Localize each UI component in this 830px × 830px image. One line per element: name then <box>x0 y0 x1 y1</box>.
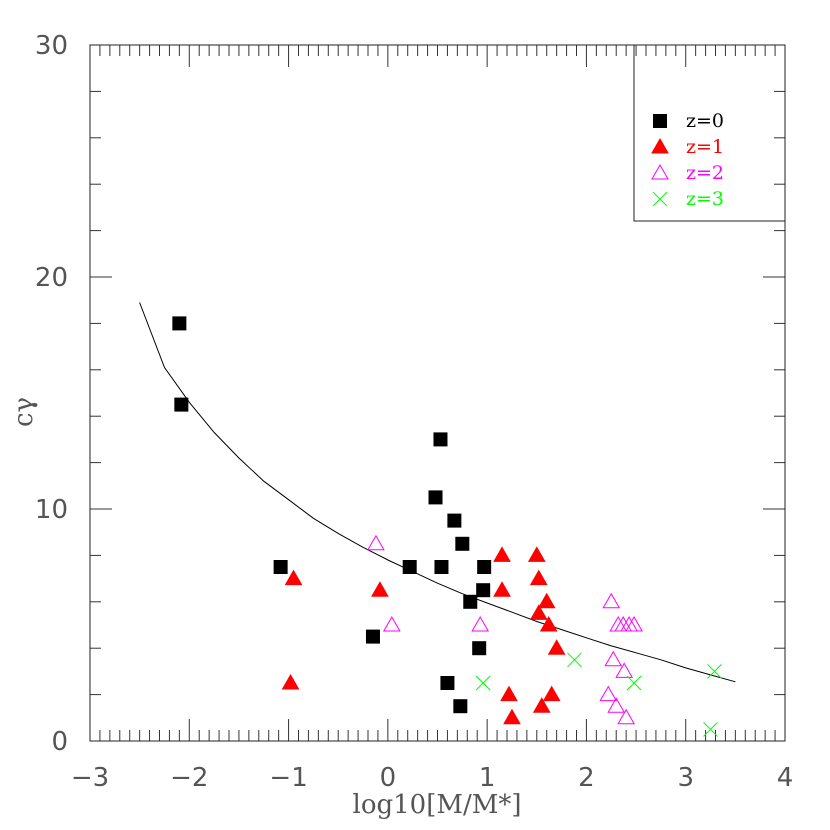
data-point-z0 <box>455 536 470 551</box>
data-point-z2 <box>599 685 618 702</box>
data-point-z1 <box>529 569 548 586</box>
data-point-z3 <box>707 664 722 679</box>
y-tick-label: 0 <box>51 727 68 757</box>
data-point-z2 <box>367 534 385 551</box>
fit-curve <box>139 302 736 683</box>
legend-label: z=0 <box>686 110 724 132</box>
data-point-z1 <box>284 569 303 586</box>
data-point-z3 <box>567 652 582 668</box>
data-point-z3 <box>475 675 491 691</box>
data-point-z2 <box>382 615 401 632</box>
data-point-z2 <box>607 697 626 713</box>
data-point-z0 <box>434 560 449 574</box>
legend-box <box>633 44 786 222</box>
data-point-z3 <box>703 722 718 737</box>
legend-label: z=1 <box>686 136 724 158</box>
data-point-z1 <box>529 604 548 620</box>
legend-marker-z2 <box>651 163 669 180</box>
legend-label: z=2 <box>686 162 724 184</box>
data-point-z0 <box>477 560 492 574</box>
data-point-z2 <box>617 708 636 725</box>
data-point-z1 <box>527 546 546 562</box>
data-point-z1 <box>371 581 389 597</box>
data-point-z0 <box>472 641 487 656</box>
x-tick-label: 4 <box>777 763 794 793</box>
legend: z=0 z=1 z=2 z=3 <box>633 44 786 222</box>
y-tick-label: 10 <box>35 495 68 525</box>
y-axis-label: cγ <box>9 397 39 427</box>
x-tick-label: −3 <box>71 763 109 793</box>
data-point-z1 <box>537 592 556 609</box>
data-point-z2 <box>602 592 621 609</box>
x-tick-label: −2 <box>170 763 208 793</box>
data-point-z3 <box>626 675 642 691</box>
legend-label: z=3 <box>686 188 724 210</box>
data-points <box>172 316 722 737</box>
plot-frame <box>89 44 786 742</box>
data-point-z0 <box>428 490 443 505</box>
data-point-z0 <box>463 594 478 609</box>
x-tick-label: 1 <box>479 763 496 793</box>
legend-marker-z3 <box>652 191 668 207</box>
data-point-z0 <box>174 397 189 412</box>
x-tick-labels: −3 −2 −1 0 1 2 3 4 <box>71 763 793 793</box>
y-tick-label: 20 <box>35 263 68 293</box>
data-point-z0 <box>453 699 468 714</box>
data-point-z0 <box>365 629 380 644</box>
data-point-z1 <box>281 673 300 690</box>
y-tick-labels: 0 10 20 30 <box>35 31 68 757</box>
data-point-z1 <box>539 615 558 632</box>
axis-ticks <box>89 44 786 742</box>
data-point-z0 <box>433 432 448 447</box>
data-point-z1 <box>503 708 521 725</box>
data-point-z0 <box>172 316 187 331</box>
data-point-z2 <box>615 662 634 678</box>
data-point-z1 <box>493 546 511 562</box>
y-tick-label: 30 <box>35 31 68 61</box>
data-point-z0 <box>273 560 288 574</box>
data-point-z1 <box>500 685 518 702</box>
data-point-z1 <box>542 685 561 702</box>
data-point-z2 <box>625 615 643 632</box>
data-point-z0 <box>476 583 491 598</box>
data-point-z2 <box>604 650 623 667</box>
x-axis-label: log10[M/M*] <box>353 790 522 820</box>
x-tick-label: −1 <box>269 763 307 793</box>
data-point-z1 <box>493 581 511 597</box>
data-point-z0 <box>402 560 417 574</box>
x-tick-label: 0 <box>380 763 397 793</box>
data-point-z2 <box>471 615 490 632</box>
data-point-z0 <box>440 676 455 690</box>
legend-marker-z1 <box>651 137 669 154</box>
x-tick-label: 3 <box>677 763 694 793</box>
legend-marker-z0 <box>653 114 667 128</box>
data-point-z1 <box>547 639 566 655</box>
data-point-z1 <box>532 697 551 713</box>
data-point-z0 <box>447 513 462 528</box>
x-tick-label: 2 <box>578 763 595 793</box>
